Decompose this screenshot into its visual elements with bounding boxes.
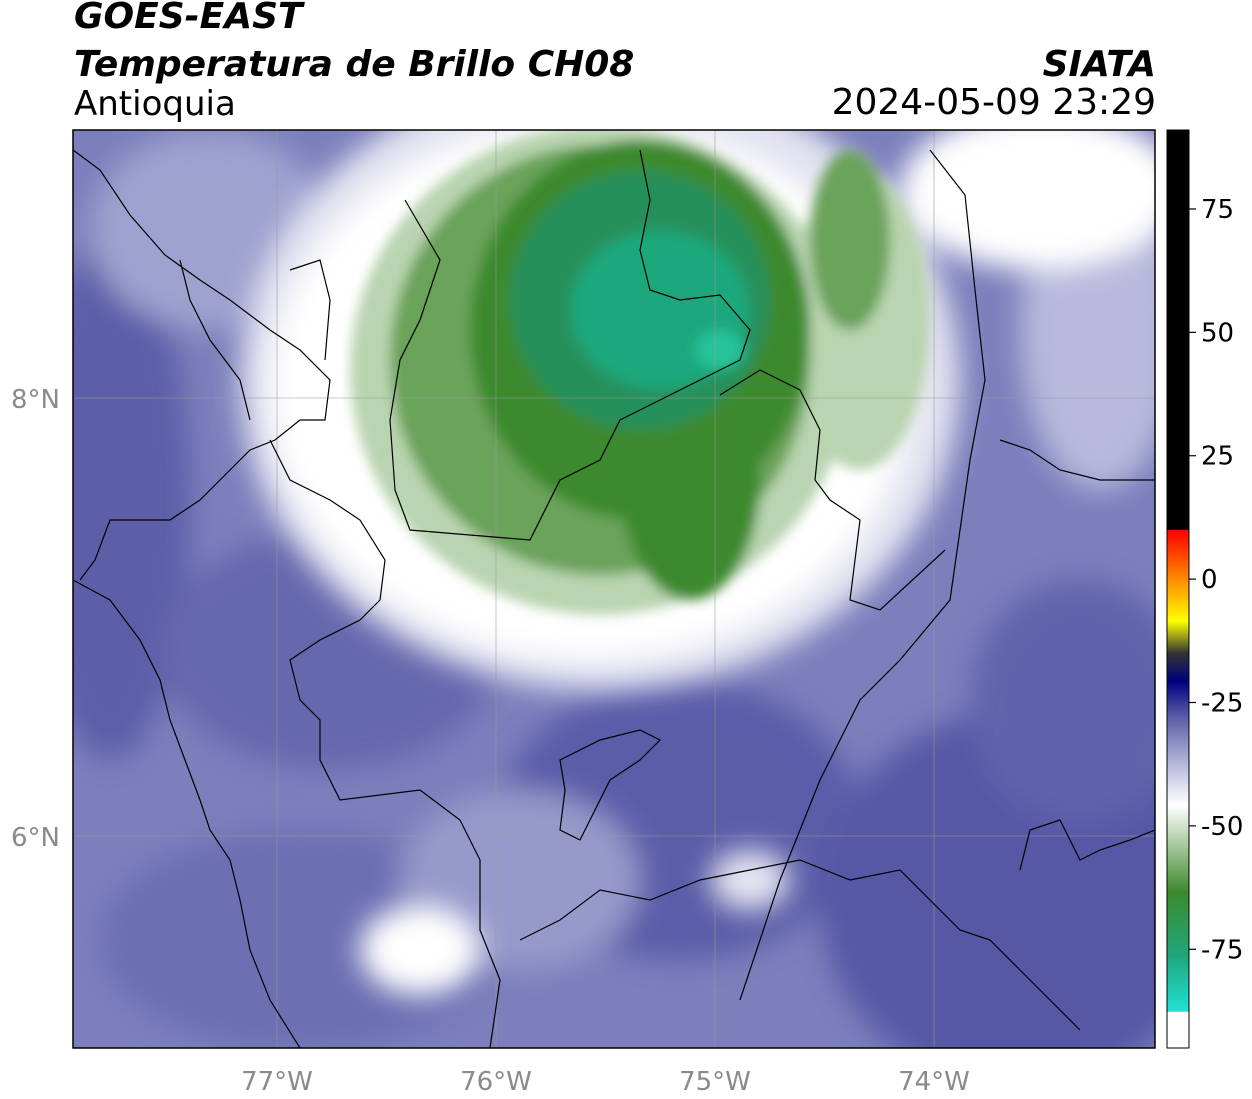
department-line-4: [519, 859, 1081, 1031]
lon-tick-label: 76°W: [460, 1067, 532, 1097]
department-line-5: [999, 439, 1155, 481]
department-line-6: [1019, 819, 1155, 871]
lat-tick-label: 6°N: [11, 823, 60, 853]
product-title: Temperatura de Brillo CH08: [74, 44, 635, 85]
lon-tick-label: 74°W: [898, 1067, 970, 1097]
organization-label: SIATA: [1042, 44, 1156, 85]
map-frame: [72, 129, 1156, 1049]
colorbar-tick-label: 0: [1201, 565, 1218, 595]
timestamp-label: 2024-05-09 23:29: [831, 82, 1156, 123]
lon-tick-label: 75°W: [679, 1067, 751, 1097]
coastline-south: [73, 579, 301, 1048]
colorbar-tick-label: -75: [1201, 935, 1243, 965]
colorbar-ticks: 75 50 25 0 -25 -50 -75: [1189, 195, 1243, 965]
colorbar-scale: [1166, 129, 1190, 1049]
department-line-3: [559, 729, 662, 841]
department-line-2: [269, 439, 501, 1048]
colorbar-tick-label: 75: [1201, 195, 1234, 225]
gridlines: [73, 130, 1155, 1048]
coastline: [73, 149, 331, 581]
lon-tick-label: 77°W: [241, 1067, 313, 1097]
satellite-title: GOES-EAST: [74, 0, 303, 37]
colorbar-tick-label: 25: [1201, 442, 1234, 472]
region-label: Antioquia: [74, 84, 236, 124]
lon-tick-labels: 77°W 76°W 75°W 74°W: [241, 1067, 970, 1097]
lat-tick-label: 8°N: [11, 385, 60, 415]
river-line: [179, 259, 331, 421]
lat-tick-labels: 8°N 6°N: [11, 385, 60, 853]
colorbar-tick-label: -50: [1201, 812, 1243, 842]
colorbar-tick-label: 50: [1201, 318, 1234, 348]
temperature-field: [73, 130, 1155, 1048]
boundary-lines: [73, 149, 1155, 1048]
colorbar-tick-label: -25: [1201, 689, 1243, 719]
department-line-1: [739, 149, 986, 1001]
colorbar: 75 50 25 0 -25 -50 -75: [1166, 129, 1243, 1049]
antioquia-boundary: [389, 149, 751, 541]
antioquia-boundary-east: [719, 369, 946, 611]
